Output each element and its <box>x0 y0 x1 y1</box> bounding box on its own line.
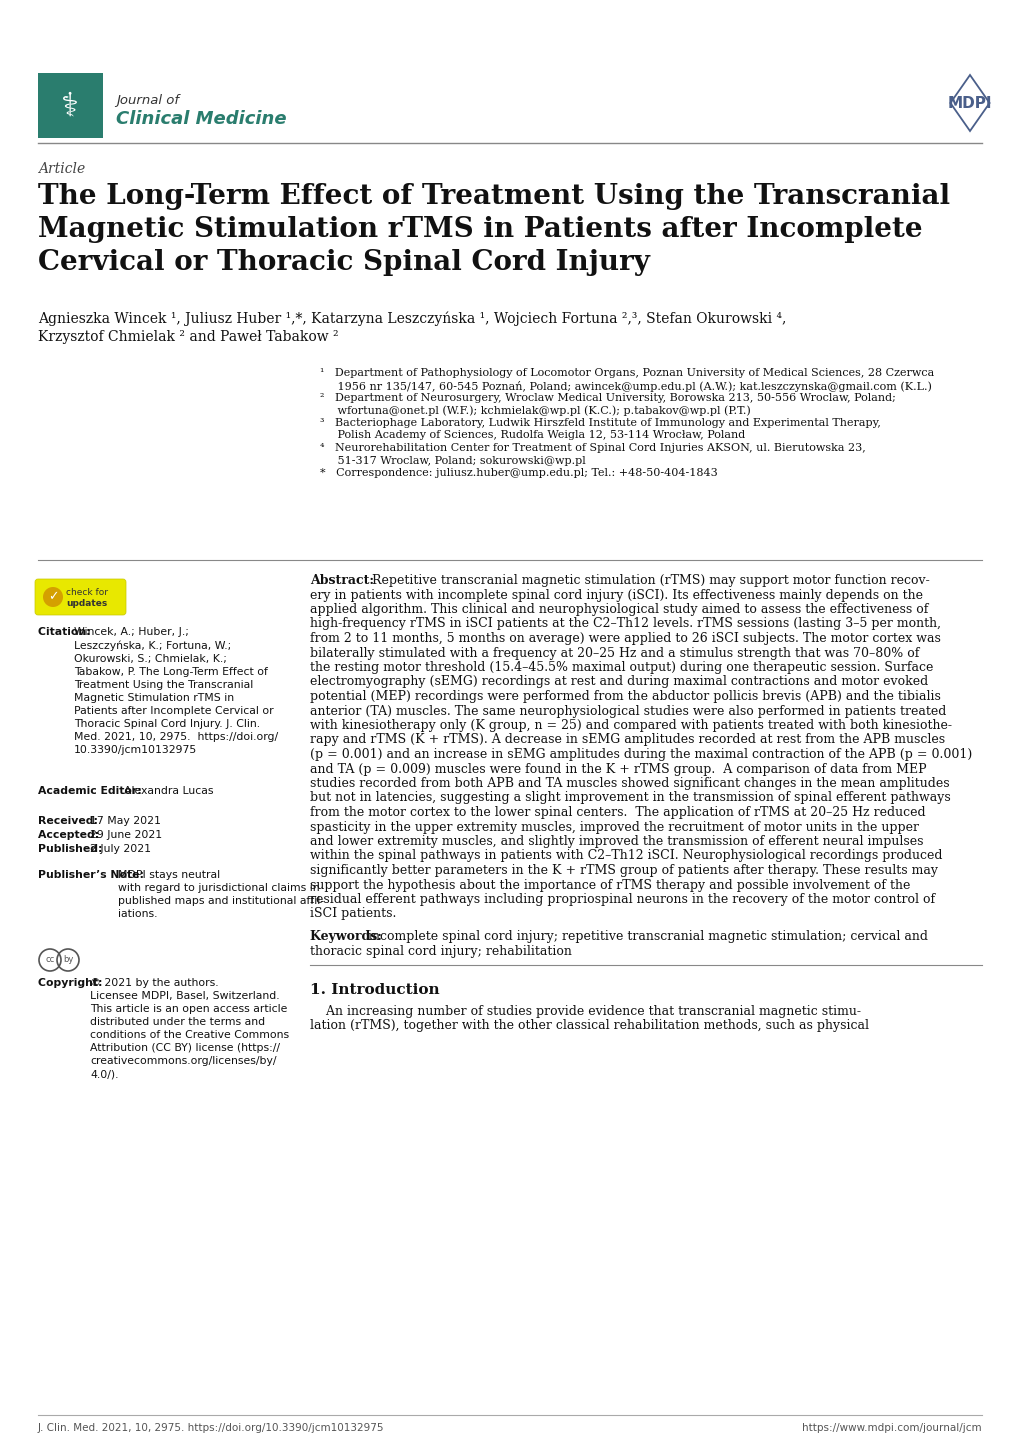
Text: MDPI: MDPI <box>947 95 991 111</box>
Text: ⚕: ⚕ <box>61 89 78 123</box>
Text: within the spinal pathways in patients with C2–Th12 iSCI. Neurophysiological rec: within the spinal pathways in patients w… <box>310 849 942 862</box>
Circle shape <box>43 587 63 607</box>
Text: Published:: Published: <box>38 844 106 854</box>
Text: incomplete spinal cord injury; repetitive transcranial magnetic stimulation; cer: incomplete spinal cord injury; repetitiv… <box>368 930 927 943</box>
Text: Copyright:: Copyright: <box>38 978 106 988</box>
Text: bilaterally stimulated with a frequency at 20–25 Hz and a stimulus strength that: bilaterally stimulated with a frequency … <box>310 646 918 659</box>
Text: ³   Bacteriophage Laboratory, Ludwik Hirszfeld Institute of Immunology and Exper: ³ Bacteriophage Laboratory, Ludwik Hirsz… <box>320 418 880 428</box>
Text: J. Clin. Med. 2021, 10, 2975. https://doi.org/10.3390/jcm10132975: J. Clin. Med. 2021, 10, 2975. https://do… <box>38 1423 384 1433</box>
Text: rapy and rTMS (K + rTMS). A decrease in sEMG amplitudes recorded at rest from th: rapy and rTMS (K + rTMS). A decrease in … <box>310 734 945 747</box>
Text: iSCI patients.: iSCI patients. <box>310 907 396 920</box>
Text: cc: cc <box>45 956 55 965</box>
Text: Magnetic Stimulation rTMS in Patients after Incomplete: Magnetic Stimulation rTMS in Patients af… <box>38 216 922 244</box>
Text: potential (MEP) recordings were performed from the abductor pollicis brevis (APB: potential (MEP) recordings were performe… <box>310 691 940 704</box>
Text: studies recorded from both APB and TA muscles showed significant changes in the : studies recorded from both APB and TA mu… <box>310 777 949 790</box>
Text: Agnieszka Wincek ¹, Juliusz Huber ¹,*, Katarzyna Leszczyńska ¹, Wojciech Fortuna: Agnieszka Wincek ¹, Juliusz Huber ¹,*, K… <box>38 311 786 326</box>
FancyBboxPatch shape <box>35 580 126 614</box>
Text: Keywords:: Keywords: <box>310 930 386 943</box>
Text: Academic Editor:: Academic Editor: <box>38 786 146 796</box>
Text: ²   Department of Neurosurgery, Wroclaw Medical University, Borowska 213, 50-556: ² Department of Neurosurgery, Wroclaw Me… <box>320 394 895 402</box>
Text: Citation:: Citation: <box>38 627 95 637</box>
Text: thoracic spinal cord injury; rehabilitation: thoracic spinal cord injury; rehabilitat… <box>310 945 572 957</box>
Text: support the hypothesis about the importance of rTMS therapy and possible involve: support the hypothesis about the importa… <box>310 878 910 891</box>
Text: 51-317 Wroclaw, Poland; sokurowski@wp.pl: 51-317 Wroclaw, Poland; sokurowski@wp.pl <box>320 456 585 466</box>
Text: Cervical or Thoracic Spinal Cord Injury: Cervical or Thoracic Spinal Cord Injury <box>38 249 649 275</box>
Text: significantly better parameters in the K + rTMS group of patients after therapy.: significantly better parameters in the K… <box>310 864 937 877</box>
Text: MDPI stays neutral
with regard to jurisdictional claims in
published maps and in: MDPI stays neutral with regard to jurisd… <box>118 870 324 919</box>
Text: anterior (TA) muscles. The same neurophysiological studies were also performed i: anterior (TA) muscles. The same neurophy… <box>310 705 946 718</box>
Text: high-frequency rTMS in iSCI patients at the C2–Th12 levels. rTMS sessions (lasti: high-frequency rTMS in iSCI patients at … <box>310 617 941 630</box>
Text: 1956 nr 135/147, 60-545 Poznań, Poland; awincek@ump.edu.pl (A.W.); kat.leszczyns: 1956 nr 135/147, 60-545 Poznań, Poland; … <box>320 381 931 391</box>
Text: Polish Academy of Sciences, Rudolfa Weigla 12, 53-114 Wrocław, Poland: Polish Academy of Sciences, Rudolfa Weig… <box>320 431 745 440</box>
Text: Accepted:: Accepted: <box>38 831 103 841</box>
Text: the resting motor threshold (15.4–45.5% maximal output) during one therapeutic s: the resting motor threshold (15.4–45.5% … <box>310 660 932 673</box>
Text: ⁴   Neurorehabilitation Center for Treatment of Spinal Cord Injuries AKSON, ul. : ⁴ Neurorehabilitation Center for Treatme… <box>320 443 865 453</box>
Text: Journal of: Journal of <box>116 94 178 107</box>
Text: Repetitive transcranial magnetic stimulation (rTMS) may support motor function r: Repetitive transcranial magnetic stimula… <box>372 574 929 587</box>
Text: applied algorithm. This clinical and neurophysiological study aimed to assess th: applied algorithm. This clinical and neu… <box>310 603 927 616</box>
Text: electromyography (sEMG) recordings at rest and during maximal contractions and m: electromyography (sEMG) recordings at re… <box>310 675 927 688</box>
Text: updates: updates <box>66 598 107 609</box>
Text: residual efferent pathways including propriospinal neurons in the recovery of th: residual efferent pathways including pro… <box>310 893 934 906</box>
Text: (p = 0.001) and an increase in sEMG amplitudes during the maximal contraction of: (p = 0.001) and an increase in sEMG ampl… <box>310 748 971 761</box>
Text: wfortuna@onet.pl (W.F.); kchmielak@wp.pl (K.C.); p.tabakov@wp.pl (P.T.): wfortuna@onet.pl (W.F.); kchmielak@wp.pl… <box>320 405 750 417</box>
Text: ery in patients with incomplete spinal cord injury (iSCI). Its effectiveness mai: ery in patients with incomplete spinal c… <box>310 588 922 601</box>
Text: 1. Introduction: 1. Introduction <box>310 982 439 996</box>
Text: Publisher’s Note:: Publisher’s Note: <box>38 870 148 880</box>
Text: from 2 to 11 months, 5 months on average) were applied to 26 iSCI subjects. The : from 2 to 11 months, 5 months on average… <box>310 632 940 645</box>
Text: from the motor cortex to the lower spinal centers.  The application of rTMS at 2: from the motor cortex to the lower spina… <box>310 806 924 819</box>
Text: 2 July 2021: 2 July 2021 <box>90 844 151 854</box>
Text: https://www.mdpi.com/journal/jcm: https://www.mdpi.com/journal/jcm <box>802 1423 981 1433</box>
Text: Alexandra Lucas: Alexandra Lucas <box>124 786 213 796</box>
Text: lation (rTMS), together with the other classical rehabilitation methods, such as: lation (rTMS), together with the other c… <box>310 1019 868 1032</box>
Text: Article: Article <box>38 162 86 176</box>
Text: Krzysztof Chmielak ² and Paweł Tabakow ²: Krzysztof Chmielak ² and Paweł Tabakow ² <box>38 330 338 345</box>
Text: Wincek, A.; Huber, J.;
Leszczyńska, K.; Fortuna, W.;
Okurowski, S.; Chmielak, K.: Wincek, A.; Huber, J.; Leszczyńska, K.; … <box>74 627 278 756</box>
Text: 17 May 2021: 17 May 2021 <box>90 816 161 826</box>
Text: with kinesiotherapy only (K group, n = 25) and compared with patients treated wi: with kinesiotherapy only (K group, n = 2… <box>310 720 951 733</box>
Text: ¹   Department of Pathophysiology of Locomotor Organs, Poznan University of Medi: ¹ Department of Pathophysiology of Locom… <box>320 368 933 378</box>
Text: The Long-Term Effect of Treatment Using the Transcranial: The Long-Term Effect of Treatment Using … <box>38 183 949 211</box>
Text: and lower extremity muscles, and slightly improved the transmission of efferent : and lower extremity muscles, and slightl… <box>310 835 922 848</box>
Text: © 2021 by the authors.
Licensee MDPI, Basel, Switzerland.
This article is an ope: © 2021 by the authors. Licensee MDPI, Ba… <box>90 978 288 1079</box>
Text: An increasing number of studies provide evidence that transcranial magnetic stim: An increasing number of studies provide … <box>310 1005 860 1018</box>
Text: *   Correspondence: juliusz.huber@ump.edu.pl; Tel.: +48-50-404-1843: * Correspondence: juliusz.huber@ump.edu.… <box>320 469 717 477</box>
Text: Abstract:: Abstract: <box>310 574 378 587</box>
Text: Received:: Received: <box>38 816 102 826</box>
Text: by: by <box>63 956 73 965</box>
Text: check for: check for <box>66 588 108 597</box>
Text: and TA (p = 0.009) muscles were found in the K + rTMS group.  A comparison of da: and TA (p = 0.009) muscles were found in… <box>310 763 925 776</box>
Text: ✓: ✓ <box>48 591 58 604</box>
Text: but not in latencies, suggesting a slight improvement in the transmission of spi: but not in latencies, suggesting a sligh… <box>310 792 950 805</box>
Text: spasticity in the upper extremity muscles, improved the recruitment of motor uni: spasticity in the upper extremity muscle… <box>310 820 918 833</box>
Text: Clinical Medicine: Clinical Medicine <box>116 110 286 128</box>
Text: 29 June 2021: 29 June 2021 <box>90 831 162 841</box>
FancyBboxPatch shape <box>38 74 103 138</box>
